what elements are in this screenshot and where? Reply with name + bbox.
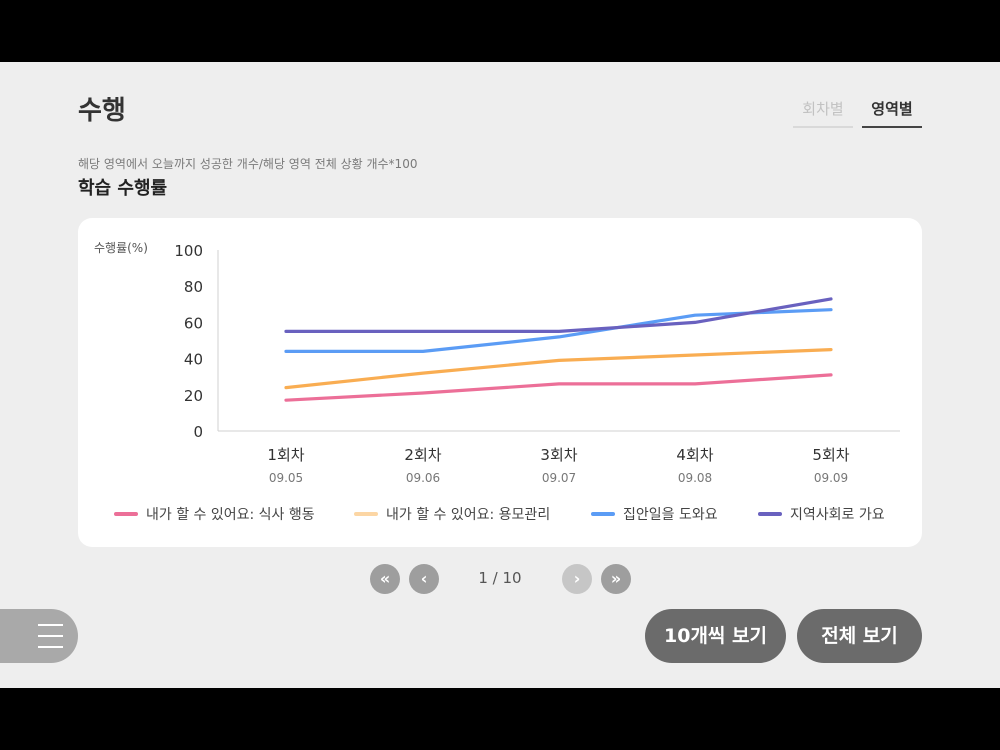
chart-card: 수행률(%) 0 20 40 60 80 100 1회차 09.05 2회차 09.06 3회차 09.… (78, 218, 922, 547)
tab-by-session[interactable]: 회차별 (793, 98, 853, 128)
page-indicator: 1 / 10 (478, 569, 522, 587)
series-line-4 (284, 297, 833, 334)
y-axis-label: 수행률(%) (94, 240, 148, 255)
first-page-button[interactable]: « (370, 564, 400, 594)
legend-label: 집안일을 도와요 (623, 507, 718, 523)
y-tick-label: 0 (193, 423, 203, 441)
x-tick-date: 09.08 (678, 471, 712, 485)
x-tick-date: 09.09 (814, 471, 848, 485)
x-tick-date: 09.05 (269, 471, 303, 485)
view-10-button[interactable]: 10개씩 보기 (645, 609, 786, 663)
line-chart: 수행률(%) 0 20 40 60 80 100 1회차 09.05 2회차 09.06 3회차 09.… (94, 240, 900, 523)
chevron-right-icon: › (573, 569, 581, 588)
legend-label: 내가 할 수 있어요: 용모관리 (386, 507, 550, 523)
double-chevron-right-icon: » (610, 569, 622, 588)
y-tick-label: 80 (184, 278, 203, 296)
y-tick-label: 40 (184, 351, 203, 369)
series-line-1 (284, 373, 833, 402)
tab-by-area[interactable]: 영역별 (862, 98, 922, 128)
view-all-button[interactable]: 전체 보기 (797, 609, 922, 663)
screen: 수행 회차별 영역별 해당 영역에서 오늘까지 성공한 개수/해당 영역 전체 … (0, 62, 1000, 688)
chevron-left-icon: ‹ (420, 569, 428, 588)
next-page-button[interactable]: › (562, 564, 592, 594)
x-tick-date: 09.07 (542, 471, 576, 485)
page-title: 수행 (78, 96, 126, 126)
legend-label: 내가 할 수 있어요: 식사 행동 (146, 507, 315, 523)
series-line-2 (284, 348, 833, 390)
prev-page-button[interactable]: ‹ (409, 564, 439, 594)
x-tick-label: 1회차 (267, 446, 304, 464)
x-tick-label: 5회차 (812, 446, 849, 464)
x-tick-label: 2회차 (404, 446, 441, 464)
formula-description: 해당 영역에서 오늘까지 성공한 개수/해당 영역 전체 상황 개수*100 (78, 157, 418, 171)
last-page-button[interactable]: » (601, 564, 631, 594)
x-tick-date: 09.06 (406, 471, 440, 485)
section-title: 학습 수행률 (78, 178, 168, 199)
x-tick-label: 3회차 (540, 446, 577, 464)
x-tick-label: 4회차 (676, 446, 713, 464)
double-chevron-left-icon: « (379, 569, 391, 588)
y-tick-label: 100 (174, 242, 203, 260)
legend-label: 지역사회로 가요 (790, 507, 885, 523)
pagination: « ‹ 1 / 10 › » (0, 562, 1000, 596)
menu-button[interactable] (0, 609, 78, 663)
y-tick-label: 60 (184, 314, 203, 332)
y-tick-label: 20 (184, 387, 203, 405)
